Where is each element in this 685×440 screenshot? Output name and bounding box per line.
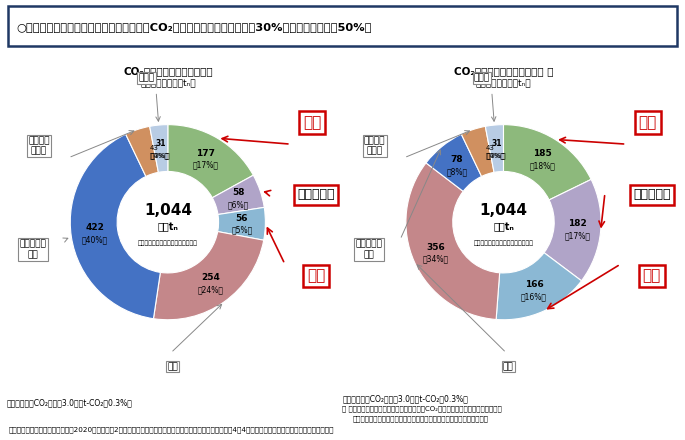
Wedge shape: [406, 163, 499, 319]
Text: （16%）: （16%）: [521, 292, 547, 301]
Text: （34%）: （34%）: [423, 255, 449, 264]
Text: 185: 185: [534, 150, 552, 158]
Text: （18%）: （18%）: [530, 161, 556, 171]
Wedge shape: [212, 175, 264, 214]
Text: 43
（4%）: 43 （4%）: [485, 145, 505, 158]
Text: その他（間接CO₂等）：3.0百万t-CO₂（0.3%）: その他（間接CO₂等）：3.0百万t-CO₂（0.3%）: [342, 395, 469, 403]
Text: 運輸: 運輸: [638, 115, 657, 130]
Wedge shape: [496, 253, 582, 320]
Text: 177: 177: [196, 149, 215, 158]
Text: （3%）: （3%）: [151, 153, 171, 159]
Text: （40%）: （40%）: [82, 235, 108, 245]
Text: 資料：環境省・国立環境研究所「2020年度（令和2年度）の温室効果ガス排出量（確報値）について」（令和4年4月５日）をもとに国土交通省総合政策局作成: 資料：環境省・国立環境研究所「2020年度（令和2年度）の温室効果ガス排出量（確…: [8, 426, 334, 433]
Text: 56: 56: [236, 213, 248, 223]
Text: 78: 78: [451, 155, 463, 164]
Text: 1,044: 1,044: [479, 203, 527, 218]
Text: 31: 31: [155, 139, 166, 148]
Text: 廃棄物: 廃棄物: [138, 73, 154, 82]
Text: ＊ 発電及び熱発生に伴うエネルギー起源のCO₂排出量を、電力及び熱の消費量に: ＊ 発電及び熱発生に伴うエネルギー起源のCO₂排出量を、電力及び熱の消費量に: [342, 405, 502, 412]
Text: （17%）: （17%）: [192, 161, 219, 170]
Text: CO₂の排出量（消費ベース） ＊: CO₂の排出量（消費ベース） ＊: [453, 66, 553, 76]
Wedge shape: [426, 134, 482, 191]
Text: 廃棄物: 廃棄物: [474, 73, 490, 82]
Text: エネルギー
転換: エネルギー 転換: [20, 240, 47, 259]
Text: 254: 254: [201, 273, 221, 282]
Text: 業務その他: 業務その他: [297, 188, 335, 202]
Text: （3%）: （3%）: [487, 153, 506, 159]
Wedge shape: [218, 207, 265, 240]
Wedge shape: [153, 231, 264, 320]
Text: 家庭: 家庭: [643, 268, 661, 283]
Text: （エネルギー・非エネルギー含む）: （エネルギー・非エネルギー含む）: [138, 241, 198, 246]
Text: （8%）: （8%）: [446, 167, 467, 176]
FancyBboxPatch shape: [8, 6, 677, 46]
Text: 356: 356: [427, 242, 445, 252]
Text: CO₂の排出量（生産ベース）: CO₂の排出量（生産ベース）: [123, 66, 212, 76]
Text: 工業プロ
セス等: 工業プロ セス等: [28, 136, 50, 156]
Wedge shape: [486, 125, 503, 172]
Text: 産業: 産業: [503, 362, 514, 371]
Text: （17%）: （17%）: [564, 231, 590, 241]
Text: 31: 31: [491, 139, 502, 148]
Text: 166: 166: [525, 280, 543, 289]
Text: 業務その他: 業務その他: [633, 188, 671, 202]
Text: 43
（4%）: 43 （4%）: [149, 145, 169, 158]
Text: 工業プロ
セス等: 工業プロ セス等: [364, 136, 386, 156]
Text: 422: 422: [85, 224, 104, 232]
Text: 百万tₙ: 百万tₙ: [158, 222, 178, 232]
Text: 1,044: 1,044: [144, 203, 192, 218]
Text: 58: 58: [232, 188, 245, 198]
Wedge shape: [503, 125, 591, 200]
Wedge shape: [461, 126, 494, 176]
Text: （24%）: （24%）: [198, 285, 224, 294]
Text: （5%）: （5%）: [232, 226, 253, 235]
Wedge shape: [168, 125, 253, 198]
Wedge shape: [125, 126, 158, 176]
Wedge shape: [544, 180, 601, 281]
Text: 百万tₙ: 百万tₙ: [493, 222, 514, 232]
Text: 応じて各最終消費部門及びエネルギー転換部門の消費者に配分した値。: 応じて各最終消費部門及びエネルギー転換部門の消費者に配分した値。: [353, 416, 488, 422]
Text: 部門別内訳［百万tₙ］: 部門別内訳［百万tₙ］: [140, 80, 196, 89]
Text: 部門別内訳［百万tₙ］: 部門別内訳［百万tₙ］: [475, 80, 532, 89]
Text: 運輸: 運輸: [303, 115, 321, 130]
Text: （6%）: （6%）: [227, 201, 249, 210]
Wedge shape: [71, 134, 160, 319]
Text: エネルギー
転換: エネルギー 転換: [356, 240, 382, 259]
Text: その他（間接CO₂等）：3.0百万t-CO₂（0.3%）: その他（間接CO₂等）：3.0百万t-CO₂（0.3%）: [7, 398, 133, 407]
Text: ○国土交通省に関連する運輸・民生部門のCO₂排出量は、生産ベースで絀30%、消費ベースで絀50%。: ○国土交通省に関連する運輸・民生部門のCO₂排出量は、生産ベースで絀30%、消費…: [16, 22, 372, 32]
Text: 182: 182: [568, 220, 586, 228]
Text: （エネルギー・非エネルギー含む）: （エネルギー・非エネルギー含む）: [473, 241, 534, 246]
Wedge shape: [150, 125, 168, 172]
Text: 家庭: 家庭: [307, 268, 325, 283]
Text: 産業: 産業: [167, 362, 178, 371]
